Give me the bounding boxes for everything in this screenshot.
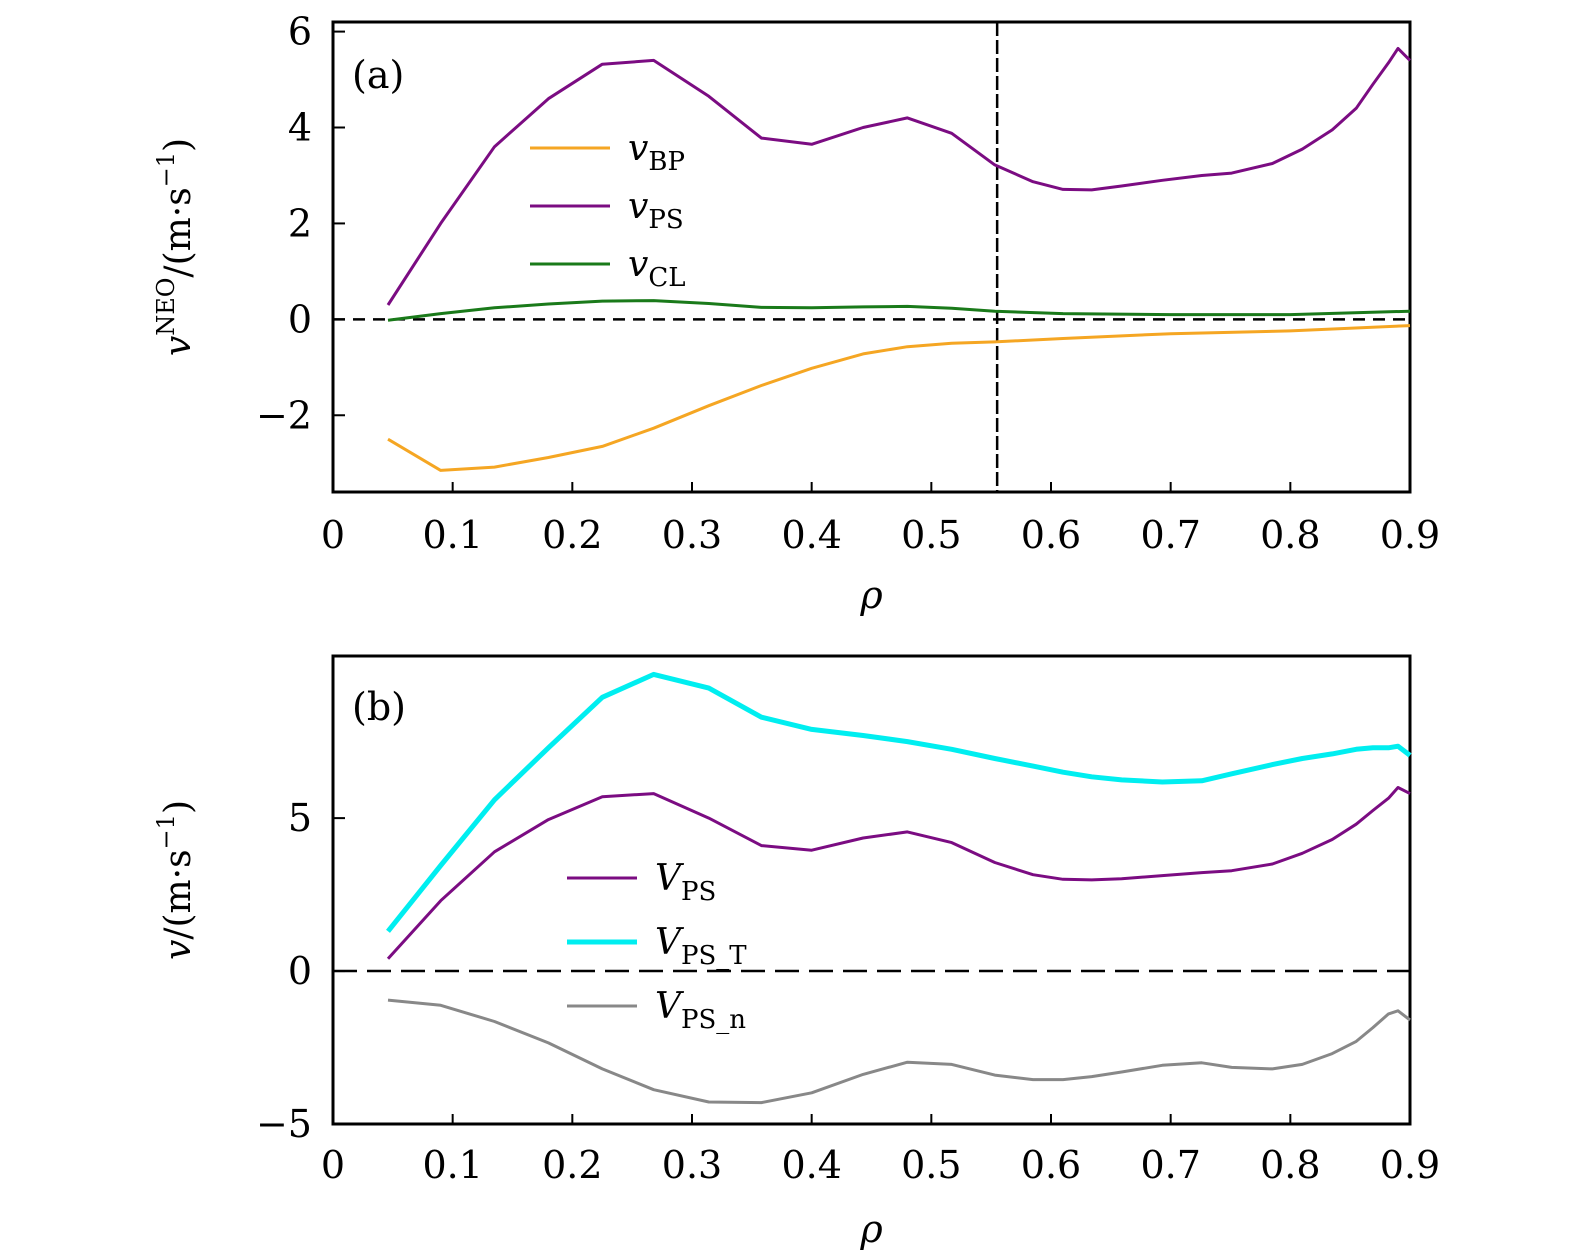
x-tick-label: 0.4 — [781, 1143, 841, 1187]
x-tick-label: 0.5 — [901, 1143, 961, 1187]
legend-item-v-ps-t: VPS_T — [567, 922, 747, 971]
x-tick-label: 0.3 — [662, 513, 722, 557]
x-tick-label: 0.8 — [1260, 513, 1320, 557]
panel-a-y-ticks: −2 0 2 4 6 — [256, 10, 345, 437]
legend-label: VPS_n — [655, 986, 746, 1035]
y-tick-label: 2 — [288, 201, 312, 245]
x-tick-label: 0.8 — [1260, 1143, 1320, 1187]
y-tick-label: 0 — [288, 297, 312, 341]
panel-a-legend: vBP vPS vCL — [530, 128, 686, 293]
y-tick-label: 6 — [288, 10, 312, 54]
x-tick-label: 0 — [321, 513, 345, 557]
panel-a-y-axis-title-unit-sup: −1 — [152, 152, 180, 187]
panel-a-y-axis-title-unit: /(m·s — [158, 187, 199, 277]
legend-item-v-bp: vBP — [530, 128, 685, 177]
x-tick-label: 0.1 — [422, 513, 482, 557]
y-tick-label: 0 — [288, 949, 312, 993]
legend-label: VPS — [655, 858, 716, 907]
panel-a-y-axis-title-sup: NEO — [152, 278, 180, 336]
x-tick-label: 0.4 — [781, 513, 841, 557]
x-tick-label: 0.9 — [1380, 513, 1440, 557]
panel-b-y-axis-title-unit: /(m·s — [158, 849, 199, 939]
y-tick-label: 4 — [288, 106, 312, 150]
panel-a-label: (a) — [352, 53, 404, 97]
x-tick-label: 0.3 — [662, 1143, 722, 1187]
series-line-v-ps-t — [386, 671, 1412, 933]
y-tick-label: −5 — [256, 1102, 312, 1146]
x-tick-label: 0.5 — [901, 513, 961, 557]
panel-a: (a) 0 0.1 0.2 0.3 0.4 0.5 0.6 0.7 0.8 0.9 −20246 … — [152, 10, 1440, 617]
panel-b-y-axis-title-unit-sup: −1 — [152, 814, 180, 849]
panel-a-x-ticks: 0 0.1 0.2 0.3 0.4 0.5 0.6 0.7 0.8 0.9 — [321, 482, 1440, 557]
x-tick-label: 0.6 — [1021, 1143, 1081, 1187]
panel-a-y-axis-title: vNEO/(m·s−1) — [152, 138, 199, 356]
y-tick-label: 5 — [288, 796, 312, 840]
panel-b: (b) 0 0.1 0.2 0.3 0.4 0.5 0.6 0.7 0.8 0.9 −505 ρ … — [152, 654, 1440, 1251]
legend-item-v-cl: vCL — [530, 244, 686, 293]
x-tick-label: 0.6 — [1021, 513, 1081, 557]
panel-a-y-axis-title-main: v — [158, 336, 199, 356]
x-tick-label: 0 — [321, 1143, 345, 1187]
y-tick-label: −2 — [256, 393, 312, 437]
legend-label: VPS_T — [655, 922, 747, 971]
panel-b-label: (b) — [352, 685, 406, 729]
x-tick-label: 0.1 — [422, 1143, 482, 1187]
panel-b-x-axis-title: ρ — [859, 1207, 883, 1251]
panel-b-series — [386, 671, 1412, 1105]
x-tick-label: 0.2 — [542, 1143, 602, 1187]
panel-a-reference-lines — [333, 22, 1410, 492]
series-line-v-bp — [387, 324, 1411, 472]
x-tick-label: 0.7 — [1140, 513, 1200, 557]
panel-b-y-axis-title: v/(m·s−1) — [152, 800, 199, 960]
panel-a-x-axis-title: ρ — [859, 573, 883, 617]
x-tick-label: 0.7 — [1140, 1143, 1200, 1187]
legend-item-v-ps: VPS — [567, 858, 716, 907]
series-line-v-ps-n — [387, 998, 1411, 1105]
legend-item-v-ps: vPS — [530, 186, 684, 235]
legend-label: vPS — [628, 186, 684, 235]
panel-b-y-ticks: −5 0 5 — [256, 796, 345, 1146]
x-tick-label: 0.9 — [1380, 1143, 1440, 1187]
series-line-v-ps — [386, 786, 1411, 960]
panel-b-y-axis-title-close: ) — [158, 800, 199, 814]
series-line-v-cl — [387, 299, 1411, 322]
legend-label: vCL — [628, 244, 686, 293]
x-tick-label: 0.2 — [542, 513, 602, 557]
series-line-v-ps — [386, 46, 1412, 306]
panel-a-y-axis-title-close: ) — [158, 138, 199, 152]
panel-a-series — [386, 46, 1412, 472]
legend-label: vBP — [628, 128, 685, 177]
panel-b-legend: VPS VPS_T VPS_n — [567, 858, 747, 1035]
panel-a-frame — [331, 20, 1412, 494]
panel-b-x-ticks: 0 0.1 0.2 0.3 0.4 0.5 0.6 0.7 0.8 0.9 — [321, 1114, 1440, 1187]
legend-item-v-ps-n: VPS_n — [567, 986, 746, 1035]
panel-b-y-axis-title-main: v — [158, 940, 199, 960]
panel-b-frame — [331, 654, 1412, 1126]
